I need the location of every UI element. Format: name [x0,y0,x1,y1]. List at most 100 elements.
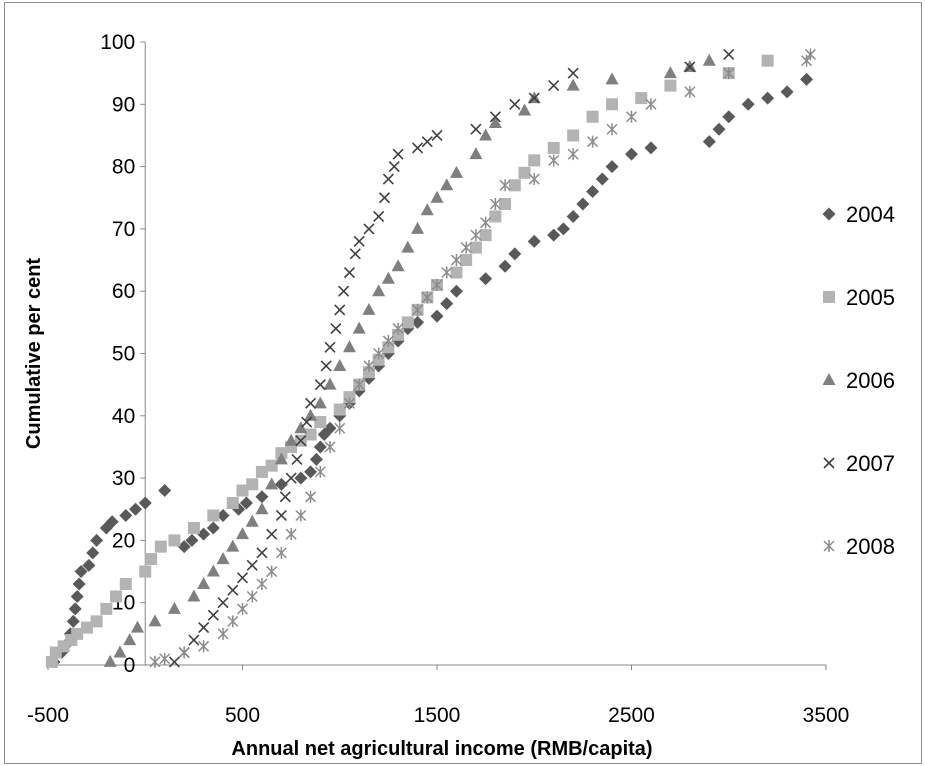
point-2005 [528,154,541,167]
point-2005 [460,254,473,267]
y-tick-label: 40 [112,405,135,428]
point-2005 [119,578,132,591]
point-2006 [197,577,211,590]
point-2008 [227,615,239,628]
point-2007 [489,111,501,123]
point-2005 [207,509,220,522]
point-2007 [279,491,291,503]
point-2008 [606,123,618,136]
point-2007 [338,285,350,297]
point-2008 [450,254,462,267]
point-2004 [304,465,318,479]
point-2007 [392,148,404,160]
point-2004 [197,527,211,541]
point-2006 [304,408,318,421]
point-2004 [566,209,580,223]
point-2008 [723,67,735,80]
point-2004 [479,272,493,286]
point-2004 [216,508,230,522]
point-2008 [392,322,404,335]
legend-label: 2005 [846,285,895,310]
point-2008 [587,135,599,148]
legend-marker-2006 [822,373,836,385]
point-2007 [168,656,180,668]
point-2006 [401,240,415,253]
point-2004 [761,91,775,105]
point-2008 [548,154,560,167]
point-2004 [119,508,133,522]
x-tick-label: -500 [27,704,69,727]
point-2006 [488,115,502,128]
point-2004 [138,496,152,510]
point-2006 [123,633,137,646]
legend-label: 2007 [846,451,895,476]
point-2005 [187,521,200,534]
point-2004 [177,540,191,554]
legend-label: 2004 [846,202,895,227]
point-2006 [274,452,288,465]
point-2007 [198,622,210,634]
point-2007 [548,80,560,92]
point-2007 [285,472,297,484]
point-2007 [217,597,229,609]
point-2008 [178,646,190,659]
point-2005 [145,553,158,566]
point-2004 [780,85,794,99]
point-2007 [363,223,375,235]
point-2008 [528,173,540,186]
point-2008 [295,509,307,522]
point-2007 [324,341,336,353]
point-2006 [411,221,425,234]
point-2008 [363,359,375,372]
point-2008 [236,602,249,615]
point-2006 [372,284,386,297]
point-2008 [412,303,424,316]
point-2005 [499,197,512,210]
point-2006 [206,564,220,577]
point-2004 [644,141,658,155]
point-2008 [256,578,268,591]
point-2006 [518,103,532,116]
x-tick-label: 500 [225,704,260,727]
point-2005 [567,129,580,142]
point-2004 [313,440,327,454]
point-2008 [159,652,171,665]
point-2008 [499,179,511,192]
point-2008 [343,397,356,410]
y-tick-label: 100 [100,31,135,54]
point-2007 [246,559,258,571]
point-2004 [323,421,337,435]
point-2006 [449,165,463,178]
point-2006 [167,601,181,614]
point-2004 [741,97,755,111]
point-2007 [188,634,200,646]
point-2007 [353,235,365,247]
point-2006 [187,589,201,602]
x-tick-label: 2500 [608,704,655,727]
point-2007 [684,61,696,73]
point-2007 [334,304,346,316]
point-2004 [722,110,736,124]
point-2006 [294,421,308,434]
point-2008 [645,98,657,111]
legend: 2004 2005 2006 2007 2008 [822,202,895,559]
point-2005 [154,540,167,553]
point-2008 [804,48,816,61]
point-2008 [217,627,229,640]
point-2004 [90,533,104,547]
point-2007 [378,192,391,204]
point-2008 [625,110,638,123]
point-2005 [586,110,599,123]
point-2006 [440,178,454,191]
point-2005 [314,416,327,429]
x-tick-label: 3500 [803,704,850,727]
point-2007 [382,173,394,185]
point-2007 [291,453,303,465]
point-2006 [381,271,395,284]
point-2008 [373,347,385,360]
point-2007 [266,528,278,540]
point-2005 [45,655,58,668]
point-2007 [330,323,342,335]
point-2005 [80,621,93,634]
data-points [45,48,816,669]
